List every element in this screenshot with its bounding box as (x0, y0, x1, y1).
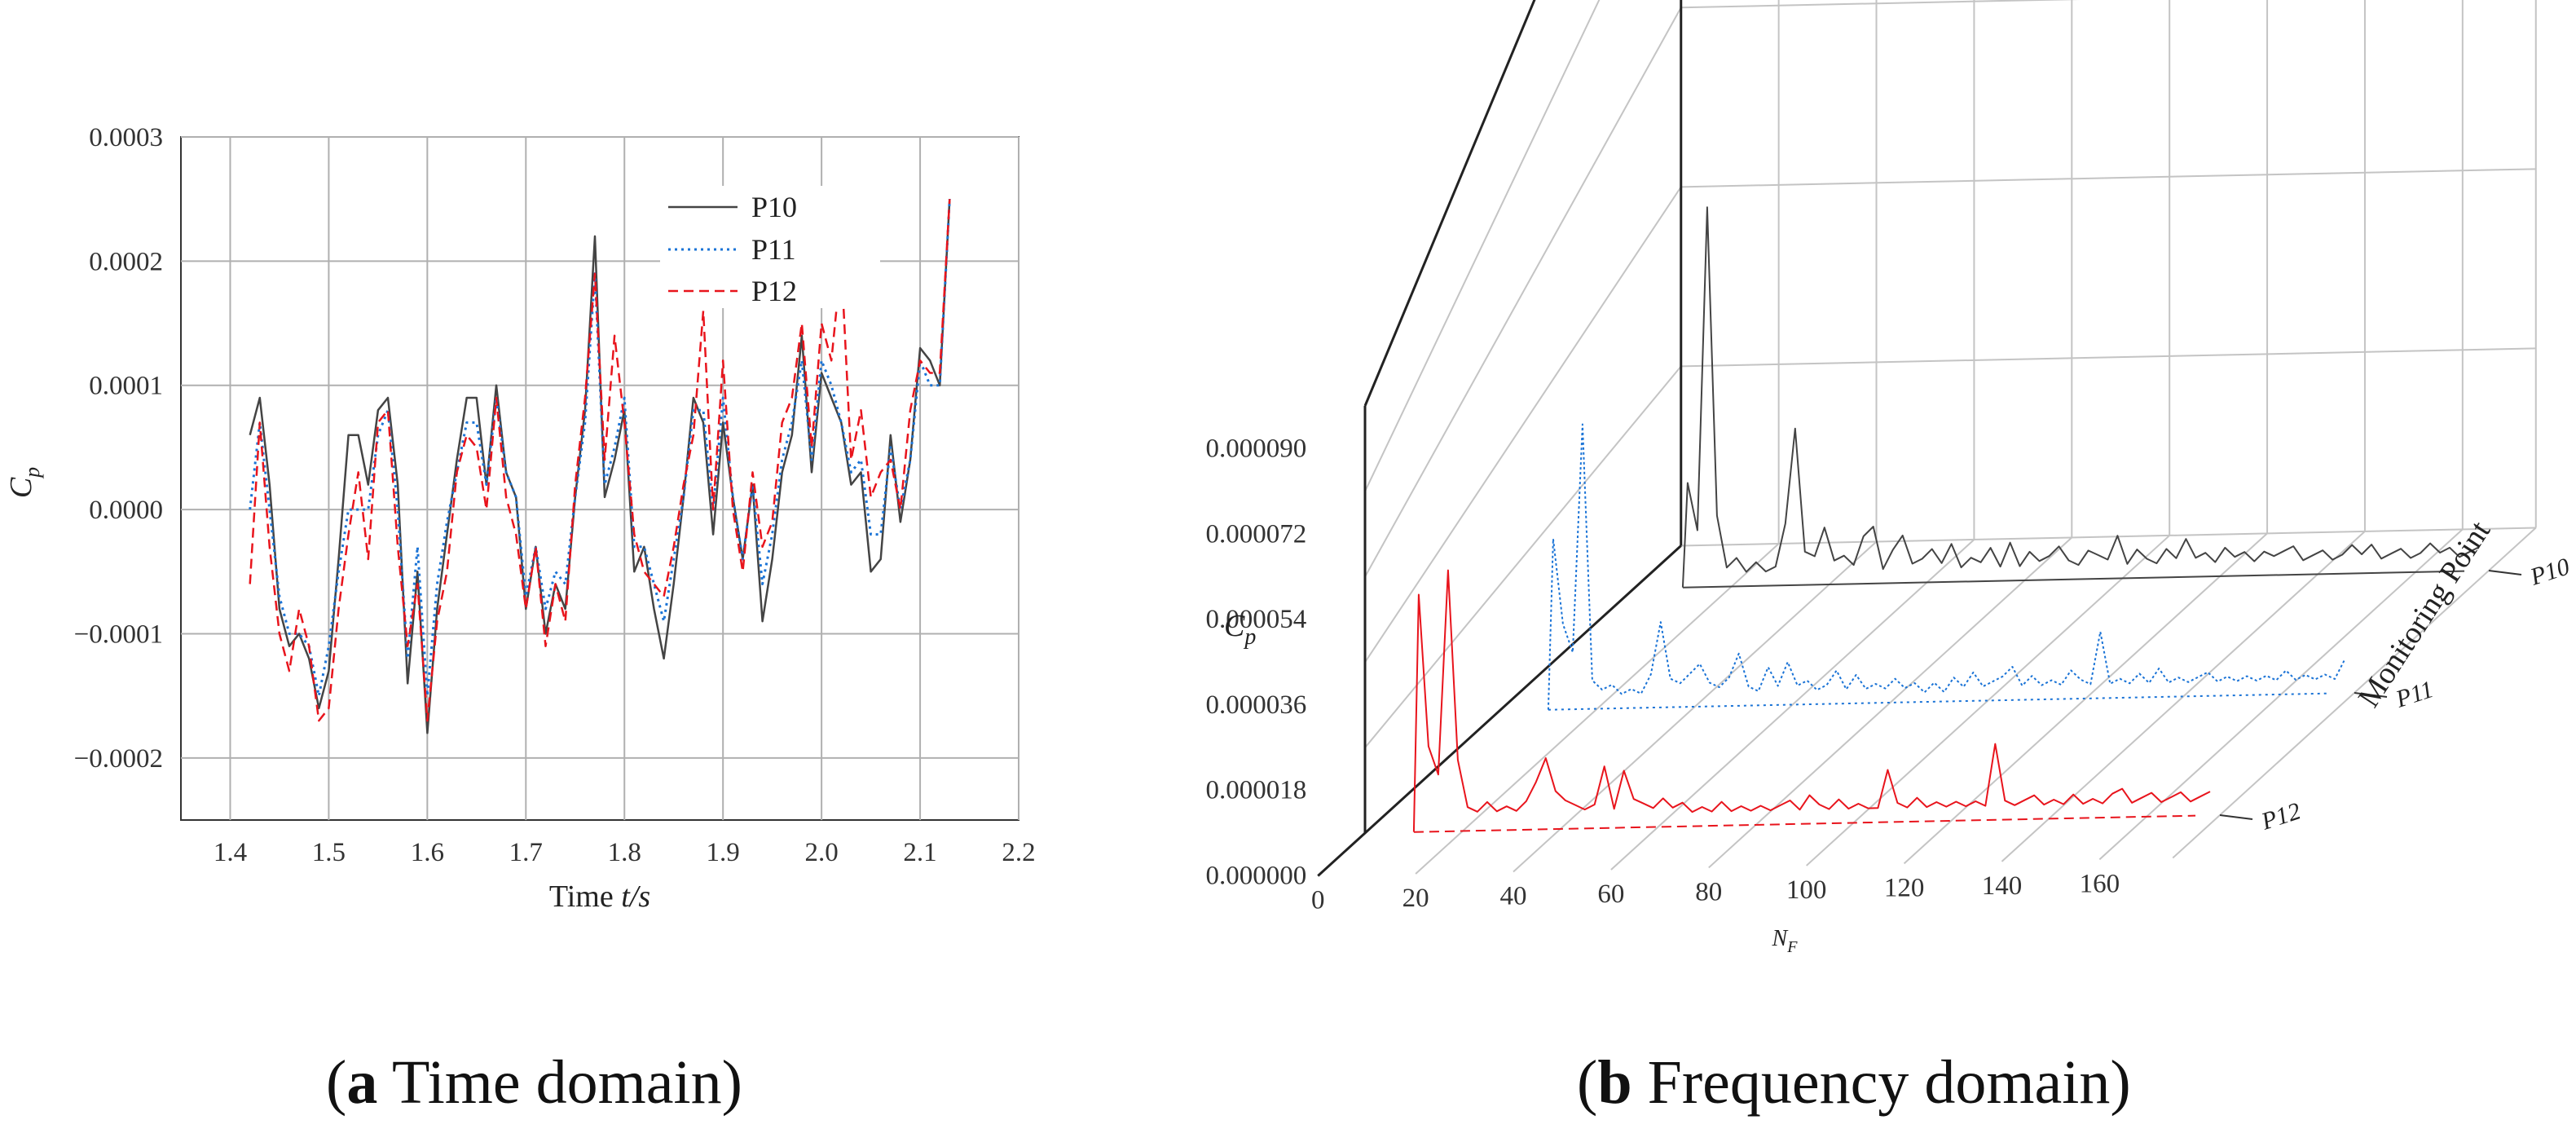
x-tick-label: 1.7 (509, 838, 543, 867)
series-b (1412, 206, 2480, 833)
y-tick-label: 0.0000 (89, 496, 163, 525)
y-tick-label: 0.000036 (1206, 690, 1307, 720)
floor-gridline-x (1415, 543, 1780, 875)
top-edge-line-b (1363, 0, 1536, 407)
z-tick (2354, 692, 2388, 698)
z-tick-label: P12 (2257, 797, 2304, 836)
floor-gridline-x (1806, 535, 2170, 866)
caption-a-text: Time domain (377, 1048, 722, 1117)
caption-b-letter: b (1597, 1048, 1632, 1117)
spectrum-line-p11 (1547, 423, 2345, 710)
y-tick-label: 0.000054 (1206, 605, 1307, 634)
ticks-a: 1.4 1.5 1.6 1.7 1.8 1.9 2.0 2.1 2.2 0.0003 0.0002 0… (74, 123, 1036, 867)
back-wall-gridline-y (1680, 527, 2536, 547)
y-tick-label: 0.0003 (89, 123, 163, 152)
floor-gridline-x (1708, 536, 2072, 869)
side-wall-gridline (1364, 0, 1601, 492)
x-tick-label: 1.6 (411, 838, 444, 867)
floor-gridline-x (1903, 532, 2268, 865)
y-tick-label: 0.000090 (1206, 434, 1307, 464)
z-tick-label: P10 (2526, 553, 2573, 591)
caption-a-letter: a (346, 1048, 378, 1117)
x-tick-label: 0 (1311, 886, 1325, 915)
series-a (249, 199, 951, 734)
floor-gridline-x (1610, 539, 1975, 871)
y-tick-label: 0.0002 (89, 247, 163, 276)
back-wall-gridline-y (1680, 347, 2536, 368)
z-tick (2488, 570, 2522, 575)
floor-gridline-x (2098, 528, 2464, 861)
x-tick-label: 1.5 (312, 838, 346, 867)
y-tick-label: −0.0002 (74, 744, 163, 774)
x-tick-label: 1.4 (214, 838, 247, 867)
back-wall-gridline-y (1680, 0, 2080, 9)
legend-a: P10 P11 P12 (660, 186, 880, 308)
plot-area-a (180, 136, 1019, 821)
spectrum-line-p12 (1412, 569, 2211, 832)
spectrum-line-p10 (1681, 206, 2480, 588)
depth-axis-line-b (1317, 545, 1682, 877)
baseline-p10 (1682, 570, 2465, 589)
ticks-b: 0.000090 0.000072 0.000054 0.000036 0.000018… (1206, 434, 2574, 915)
baseline-p11 (1548, 692, 2331, 711)
legend-label-p10: P10 (751, 191, 797, 223)
baseline-p12 (1413, 814, 2196, 833)
x-tick-label: 1.8 (608, 838, 641, 867)
floor-gridline-x (2001, 531, 2366, 862)
y-axis-label-a: Cp (4, 467, 44, 498)
x-tick-label: 60 (1597, 880, 1624, 909)
x-tick-label: 1.9 (707, 838, 740, 867)
y-tick-label: −0.0001 (74, 620, 163, 649)
legend-label-p12: P12 (751, 275, 797, 307)
caption-b: (b Frequency domain) (1577, 1048, 2131, 1117)
x-tick-label: 100 (1786, 875, 1827, 905)
x-axis-label-a: Time t/s (549, 880, 650, 914)
x-axis-label-b: NF (1772, 926, 1799, 956)
x-tick-label: 40 (1500, 881, 1527, 911)
floor-gridline-x (1513, 540, 1878, 873)
frame-3d-b (1317, 0, 2537, 877)
z-tick (2219, 814, 2253, 820)
y-axis-label-b: Cp (1224, 609, 1256, 650)
x-tick-label: 2.0 (804, 838, 838, 867)
y-tick-label: 0.0001 (89, 372, 163, 401)
x-tick-label: 20 (1402, 884, 1429, 913)
y-tick-label: 0.000072 (1206, 519, 1307, 549)
frequency-domain-chart: 0.000090 0.000072 0.000054 0.000036 0.000018… (1206, 0, 2574, 956)
y-tick-label: 0.000000 (1206, 862, 1307, 891)
y-tick-label: 0.000018 (1206, 776, 1307, 805)
x-tick-label: 120 (1884, 873, 1925, 902)
back-wall-gridline-y (1680, 168, 2536, 188)
side-wall-gridline (1364, 186, 1682, 663)
side-wall-gridline (1364, 7, 1682, 578)
x-tick-label: 160 (2080, 869, 2120, 898)
legend-label-p11: P11 (751, 233, 796, 266)
time-domain-chart: 1.4 1.5 1.6 1.7 1.8 1.9 2.0 2.1 2.2 0.0003 0.0002 0… (4, 123, 1036, 914)
side-wall-gridline (1364, 0, 1535, 407)
caption-b-text: Frequency domain (1631, 1048, 2111, 1117)
x-tick-label: 2.2 (1002, 838, 1035, 867)
series-line-p12 (249, 199, 951, 722)
caption-a: (a Time domain) (326, 1048, 742, 1117)
x-tick-label: 140 (1982, 871, 2023, 901)
x-tick-label: 2.1 (903, 838, 936, 867)
x-tick-label: 80 (1695, 877, 1722, 906)
